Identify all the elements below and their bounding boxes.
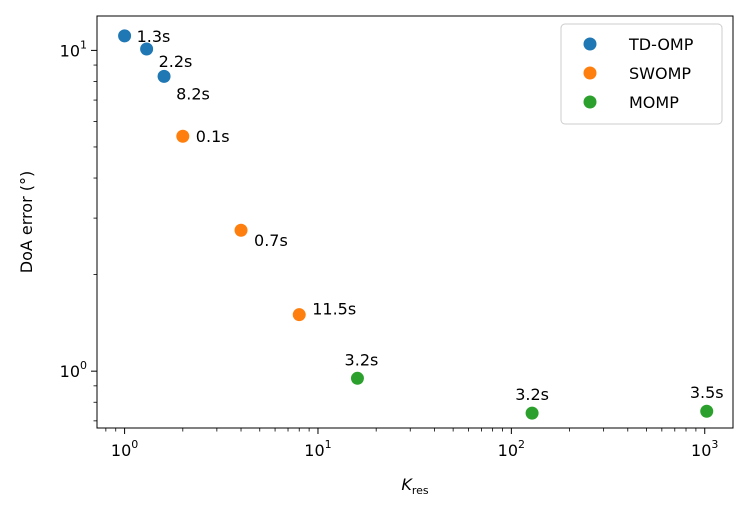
legend-items: TD-OMP SWOMP MOMP	[583, 35, 694, 112]
data-point	[176, 129, 190, 143]
y-axis-label: DoA error (°)	[17, 171, 36, 273]
data-label: 3.5s	[690, 383, 724, 402]
data-point	[525, 406, 539, 420]
data-point	[140, 42, 154, 56]
data-label: 2.2s	[159, 52, 193, 71]
x-tick-label: 103	[691, 438, 718, 460]
x-tick-label: 102	[498, 438, 525, 460]
y-tick-label: 100	[60, 359, 87, 381]
legend-marker	[583, 37, 597, 51]
data-label: 0.1s	[196, 127, 230, 146]
data-label: 3.2s	[515, 385, 549, 404]
points	[118, 29, 714, 420]
ticks: 100 101 102 103 100 101	[60, 38, 719, 460]
legend-label: SWOMP	[629, 64, 691, 83]
data-label: 0.7s	[254, 231, 288, 250]
data-point	[234, 223, 248, 237]
data-label: 11.5s	[312, 300, 356, 319]
legend: TD-OMP SWOMP MOMP	[560, 23, 723, 125]
data-point	[157, 69, 171, 83]
data-point	[700, 404, 714, 418]
point-labels: 1.3s 2.2s 8.2s 0.1s 0.7s 11.5s 3.2s 3.2s 3.5s	[137, 27, 724, 404]
data-label: 3.2s	[345, 350, 379, 369]
legend-label: TD-OMP	[628, 35, 694, 54]
legend-marker	[583, 95, 597, 109]
data-point	[118, 29, 132, 43]
y-tick-label: 101	[60, 38, 87, 60]
x-tick-label: 101	[304, 438, 331, 460]
x-tick-label: 100	[111, 438, 138, 460]
x-axis-label: Kres	[401, 475, 429, 497]
x-axis-label-main: K	[401, 475, 413, 494]
data-point	[350, 371, 364, 385]
x-axis-label-sub: res	[412, 484, 429, 497]
data-label: 8.2s	[176, 84, 210, 103]
legend-label: MOMP	[629, 93, 679, 112]
data-point	[292, 308, 306, 322]
legend-marker	[583, 66, 597, 80]
legend-box	[560, 23, 723, 125]
data-label: 1.3s	[137, 27, 171, 46]
